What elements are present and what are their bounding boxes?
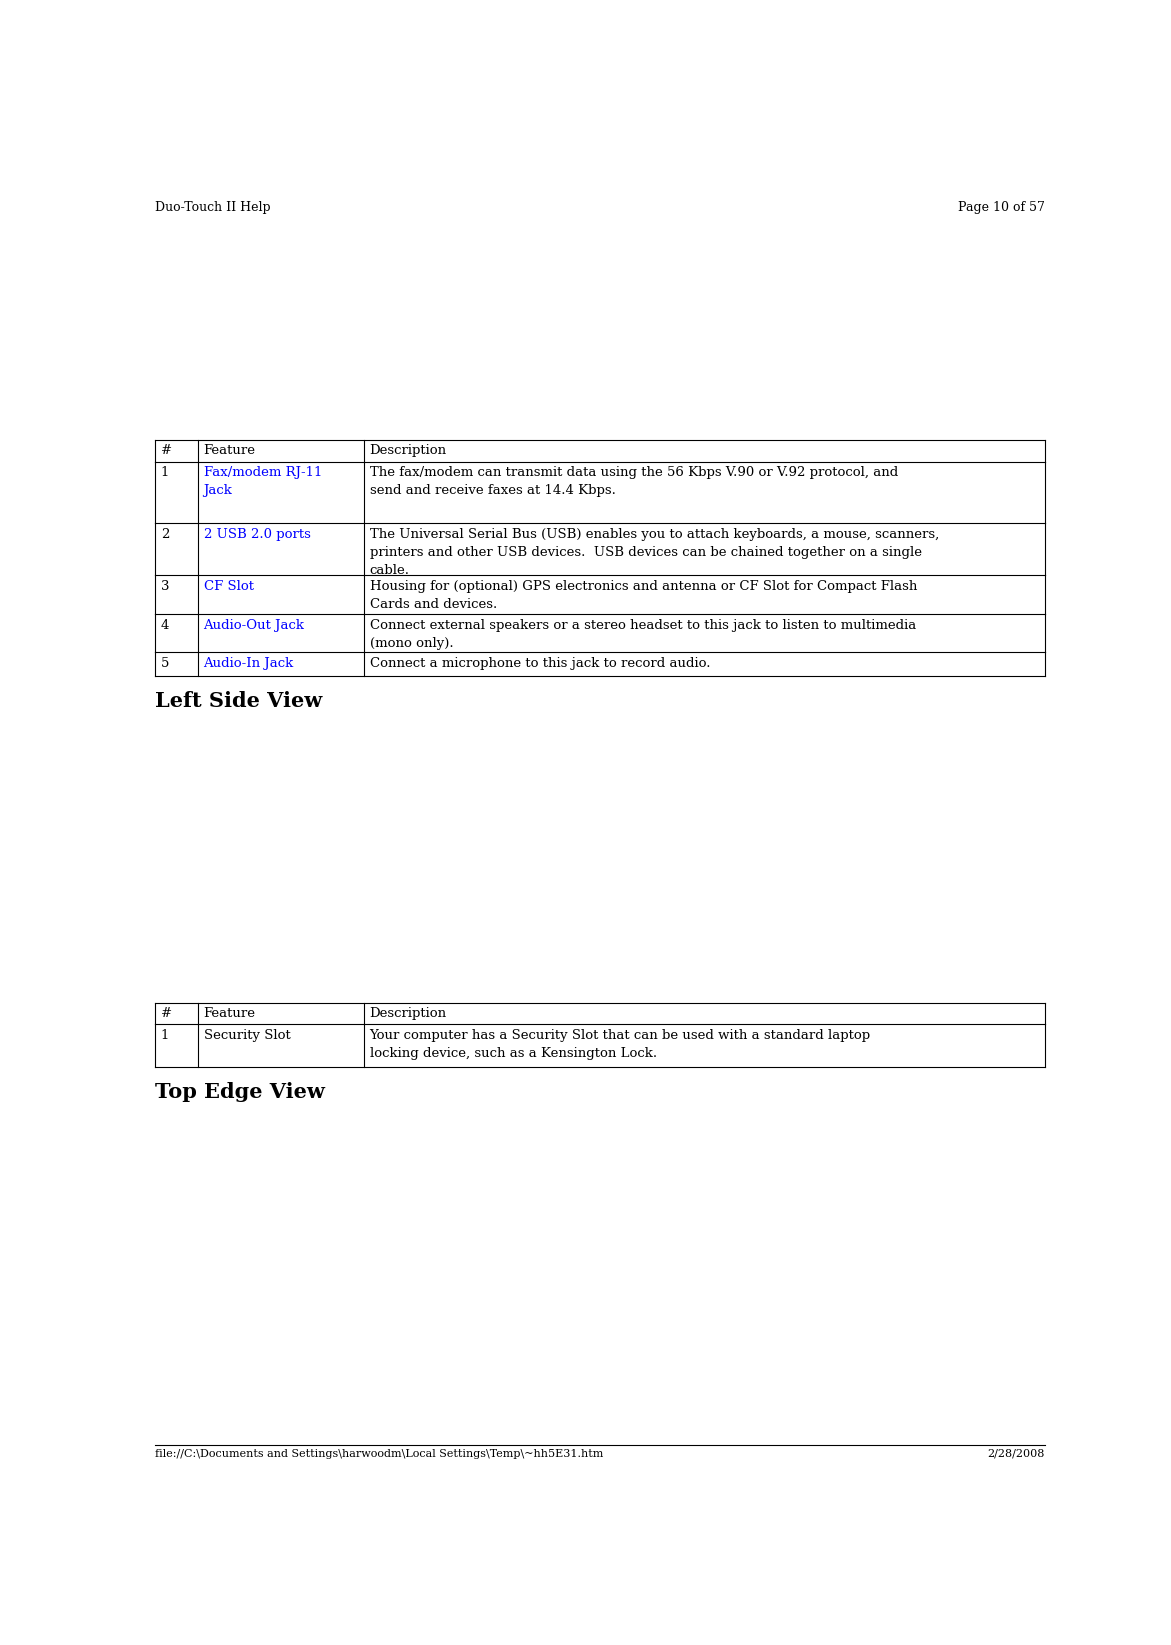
Text: Top Edge View: Top Edge View [156, 1082, 326, 1102]
Text: The fax/modem can transmit data using the 56 Kbps V.90 or V.92 protocol, and
sen: The fax/modem can transmit data using th… [370, 466, 898, 497]
Text: Description: Description [370, 1007, 447, 1020]
Text: Audio-Out Jack: Audio-Out Jack [204, 619, 304, 632]
Text: 2 USB 2.0 ports: 2 USB 2.0 ports [204, 528, 310, 541]
Text: 1: 1 [160, 1030, 170, 1041]
Text: Audio-In Jack: Audio-In Jack [204, 656, 294, 670]
Text: Duo-Touch II Help: Duo-Touch II Help [156, 201, 271, 214]
Text: Left Side View: Left Side View [156, 691, 323, 711]
Text: Feature: Feature [204, 444, 255, 457]
Text: 3: 3 [160, 581, 170, 594]
Text: CF Slot: CF Slot [204, 581, 254, 594]
Text: Fax/modem RJ-11
Jack: Fax/modem RJ-11 Jack [204, 466, 322, 497]
Text: Your computer has a Security Slot that can be used with a standard laptop
lockin: Your computer has a Security Slot that c… [370, 1030, 871, 1059]
Text: Connect external speakers or a stereo headset to this jack to listen to multimed: Connect external speakers or a stereo he… [370, 619, 916, 650]
Text: Connect a microphone to this jack to record audio.: Connect a microphone to this jack to rec… [370, 656, 710, 670]
Text: 1: 1 [160, 466, 170, 479]
Text: file://C:\Documents and Settings\harwoodm\Local Settings\Temp\~hh5E31.htm: file://C:\Documents and Settings\harwood… [156, 1449, 604, 1459]
Text: Security Slot: Security Slot [204, 1030, 290, 1041]
Text: 5: 5 [160, 656, 170, 670]
Text: Page 10 of 57: Page 10 of 57 [958, 201, 1045, 214]
Text: 4: 4 [160, 619, 170, 632]
Text: 2: 2 [160, 528, 170, 541]
Text: 2/28/2008: 2/28/2008 [987, 1449, 1045, 1459]
Text: Feature: Feature [204, 1007, 255, 1020]
Text: #: # [160, 444, 172, 457]
Text: The Universal Serial Bus (USB) enables you to attach keyboards, a mouse, scanner: The Universal Serial Bus (USB) enables y… [370, 528, 939, 577]
Text: #: # [160, 1007, 172, 1020]
Text: Description: Description [370, 444, 447, 457]
Text: Housing for (optional) GPS electronics and antenna or CF Slot for Compact Flash
: Housing for (optional) GPS electronics a… [370, 581, 917, 610]
